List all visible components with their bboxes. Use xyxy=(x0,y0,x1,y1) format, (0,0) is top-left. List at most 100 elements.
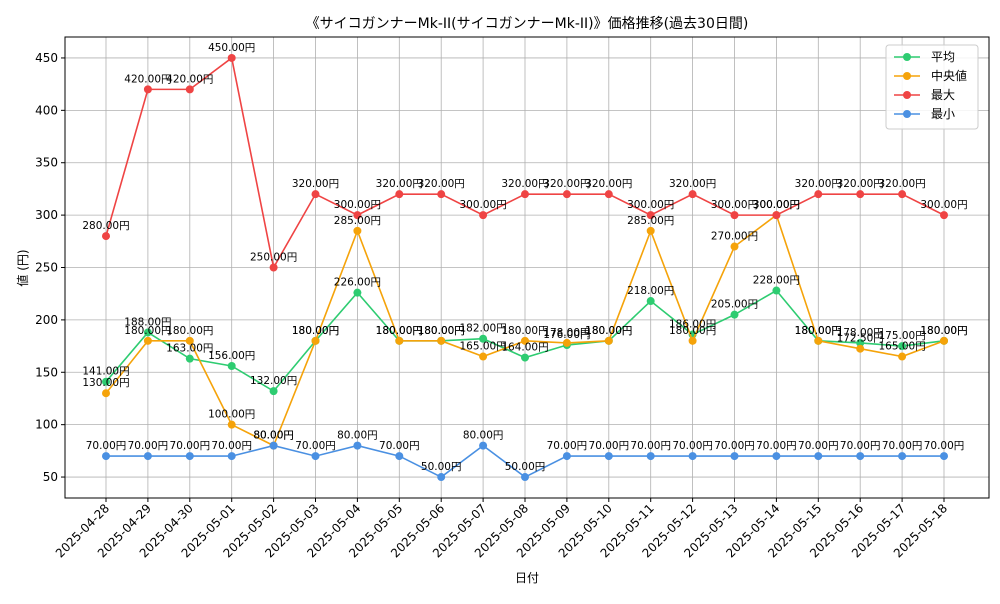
data-point xyxy=(604,452,613,461)
data-point xyxy=(688,336,697,345)
data-point xyxy=(353,226,362,235)
y-tick-label: 100 xyxy=(35,418,58,432)
data-label: 70.00円 xyxy=(128,440,169,452)
data-point xyxy=(353,211,362,220)
data-label: 300.00円 xyxy=(753,199,800,211)
data-label: 270.00円 xyxy=(711,231,758,243)
data-label: 70.00円 xyxy=(170,440,211,452)
data-label: 156.00円 xyxy=(208,350,255,362)
y-axis-label: 値 (円) xyxy=(15,249,30,286)
data-point xyxy=(646,211,655,220)
data-label: 70.00円 xyxy=(630,440,671,452)
data-label: 50.00円 xyxy=(421,461,462,473)
data-label: 172.50円 xyxy=(837,333,884,345)
data-point xyxy=(562,452,571,461)
data-label: 186.00円 xyxy=(669,319,716,331)
data-point xyxy=(730,452,739,461)
data-point xyxy=(185,85,194,94)
data-point xyxy=(562,338,571,347)
data-label: 280.00円 xyxy=(82,220,129,232)
data-label: 250.00円 xyxy=(250,252,297,264)
y-tick-label: 300 xyxy=(35,208,58,222)
data-label: 70.00円 xyxy=(714,440,755,452)
data-label: 70.00円 xyxy=(672,440,713,452)
data-point xyxy=(814,190,823,199)
data-point xyxy=(311,336,320,345)
data-label: 180.00円 xyxy=(376,325,423,337)
legend-frame xyxy=(885,44,979,130)
data-point xyxy=(437,190,446,199)
data-point xyxy=(814,336,823,345)
y-tick-label: 250 xyxy=(35,261,58,275)
data-point xyxy=(437,336,446,345)
data-point xyxy=(227,361,236,370)
data-label: 80.00円 xyxy=(253,430,294,442)
data-label: 70.00円 xyxy=(295,440,336,452)
x-axis-label: 日付 xyxy=(515,571,539,585)
data-label: 228.00円 xyxy=(753,275,800,287)
data-point xyxy=(227,420,236,429)
data-point xyxy=(940,452,948,461)
data-label: 70.00円 xyxy=(211,440,252,452)
data-label: 320.00円 xyxy=(501,178,548,190)
legend-entry-label: 中央値 xyxy=(931,68,967,83)
data-point xyxy=(479,352,488,361)
data-label: 320.00円 xyxy=(292,178,339,190)
data-point xyxy=(688,452,697,461)
data-point xyxy=(898,452,907,461)
data-point xyxy=(185,354,194,363)
legend-entry-label: 最小 xyxy=(931,107,955,121)
data-label: 226.00円 xyxy=(334,277,381,289)
legend-swatch-marker xyxy=(903,53,911,61)
legend-entry-label: 平均 xyxy=(931,50,955,64)
data-label: 420.00円 xyxy=(124,73,171,85)
data-point xyxy=(102,389,110,398)
data-label: 180.00円 xyxy=(920,325,967,337)
data-label: 180.00円 xyxy=(795,325,842,337)
data-point xyxy=(898,352,907,361)
data-label: 320.00円 xyxy=(795,178,842,190)
data-label: 180.00円 xyxy=(795,325,842,337)
data-point xyxy=(395,190,404,199)
data-label: 178.00円 xyxy=(837,327,884,339)
data-point xyxy=(856,190,865,199)
data-label: 420.00円 xyxy=(166,73,213,85)
data-point xyxy=(311,190,320,199)
data-point xyxy=(437,473,446,482)
data-point xyxy=(395,452,404,461)
data-point xyxy=(269,263,278,272)
data-point xyxy=(227,452,236,461)
data-label: 180.00円 xyxy=(585,325,632,337)
data-point xyxy=(688,190,697,199)
data-label: 141.00円 xyxy=(82,366,129,378)
data-label: 320.00円 xyxy=(669,178,716,190)
y-tick-label: 150 xyxy=(35,365,58,379)
legend-swatch-marker xyxy=(903,72,911,80)
data-point xyxy=(353,441,362,450)
data-point xyxy=(185,336,194,345)
data-point xyxy=(353,288,362,297)
data-point xyxy=(856,344,865,353)
data-point xyxy=(102,232,110,241)
y-tick-label: 50 xyxy=(43,470,58,484)
data-label: 320.00円 xyxy=(878,178,925,190)
data-point xyxy=(395,336,404,345)
data-label: 163.00円 xyxy=(166,343,213,355)
data-point xyxy=(562,190,571,199)
y-tick-label: 400 xyxy=(35,103,58,117)
data-label: 218.00円 xyxy=(627,285,674,297)
data-label: 300.00円 xyxy=(753,199,800,211)
data-label: 180.00円 xyxy=(292,325,339,337)
data-point xyxy=(521,336,529,345)
data-label: 320.00円 xyxy=(418,178,465,190)
data-label: 70.00円 xyxy=(589,440,630,452)
data-point xyxy=(479,211,488,220)
data-label: 300.00円 xyxy=(627,199,674,211)
data-label: 178.00円 xyxy=(543,327,590,339)
data-label: 130.00円 xyxy=(82,377,129,389)
chart-title: 《サイコガンナーMk-II(サイコガンナーMk-II)》価格推移(過去30日間) xyxy=(306,16,749,32)
data-label: 285.00円 xyxy=(334,215,381,227)
data-label: 70.00円 xyxy=(379,440,420,452)
